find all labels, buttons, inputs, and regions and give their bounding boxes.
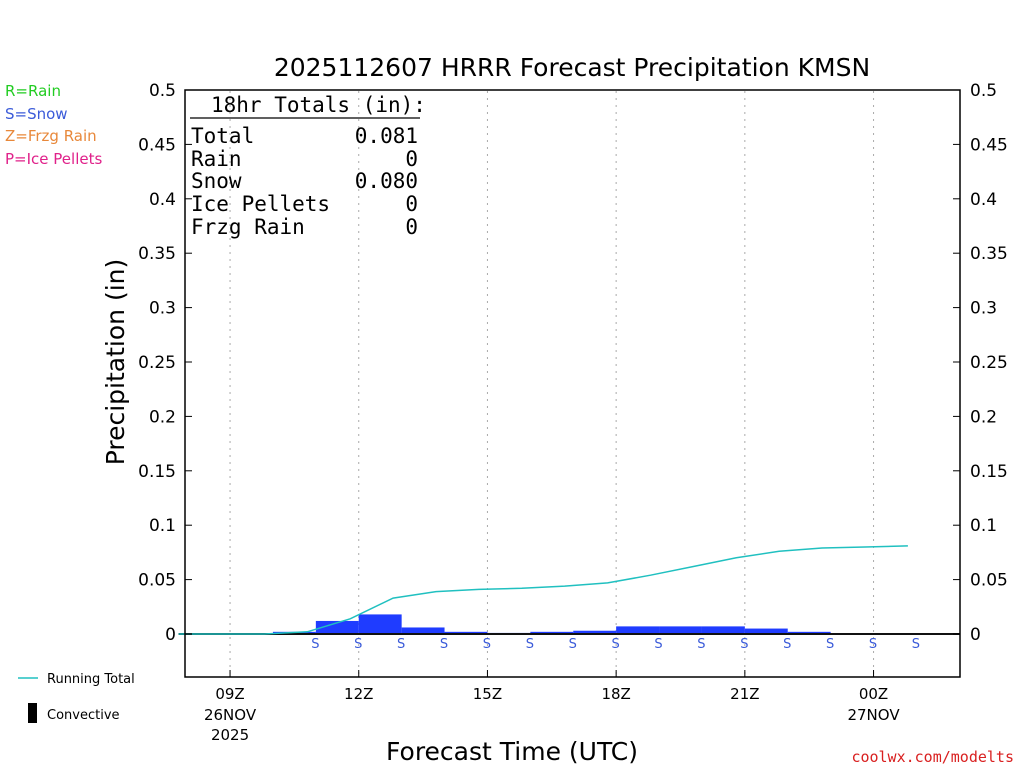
running-total-line xyxy=(178,545,908,635)
totals-frzg-rain-value: 0 xyxy=(405,215,418,239)
x-axis-label: Forecast Time (UTC) xyxy=(386,737,638,766)
totals-header: 18hr Totals (in): xyxy=(211,93,426,117)
x-tick-label: 21Z xyxy=(730,685,759,703)
credit-link[interactable]: coolwx.com/modelts xyxy=(851,748,1014,766)
y-tick-label-right: 0 xyxy=(970,625,981,645)
precip-bar xyxy=(787,631,831,634)
y-tick-label-left: 0.3 xyxy=(149,299,176,319)
precip-type-marker: S xyxy=(740,637,748,652)
precip-type-marker: S xyxy=(826,637,834,652)
x-tick-layer: 09Z 26NOV 2025 12Z 15Z 18Z 21Z 00Z 27NOV xyxy=(204,670,900,744)
precip-type-marker: S xyxy=(526,637,534,652)
y-tick-label-left: 0.25 xyxy=(138,353,176,373)
y-tick-label-left: 0.2 xyxy=(149,407,176,427)
totals-frzg-rain-label: Frzg Rain xyxy=(191,215,305,239)
y-axis-label: Precipitation (in) xyxy=(101,259,130,466)
chart-title: 2025112607 HRRR Forecast Precipitation K… xyxy=(274,53,870,82)
totals-ice-pellets-value: 0 xyxy=(405,192,418,216)
y-tick-label-left: 0.45 xyxy=(138,135,176,155)
precip-type-marker: S xyxy=(869,637,877,652)
precip-type-marker: S xyxy=(612,637,620,652)
y-tick-label-left: 0.1 xyxy=(149,516,176,536)
y-tick-label-right: 0.5 xyxy=(970,81,997,101)
precip-type-marker: S xyxy=(654,637,662,652)
x-tick-year: 2025 xyxy=(211,726,249,744)
precip-type-marker: S xyxy=(783,637,791,652)
precip-bar xyxy=(444,631,488,634)
precip-bar xyxy=(573,630,617,634)
running-total-label: Running Total xyxy=(47,672,135,687)
precip-type-legend: R=Rain S=Snow Z=Frzg Rain P=Ice Pellets xyxy=(5,82,102,168)
y-tick-label-left: 0.05 xyxy=(138,571,176,591)
totals-snow-value: 0.080 xyxy=(355,169,418,193)
totals-rain-value: 0 xyxy=(405,147,418,171)
precip-bar xyxy=(401,627,445,634)
y-tick-label-left: 0.15 xyxy=(138,462,176,482)
precip-type-marker: S xyxy=(311,637,319,652)
totals-ice-pellets-label: Ice Pellets xyxy=(191,192,330,216)
precip-type-marker: S xyxy=(440,637,448,652)
precip-bar xyxy=(701,626,745,634)
y-tick-label-left: 0.5 xyxy=(149,81,176,101)
x-tick-date: 27NOV xyxy=(847,706,900,724)
y-tick-label-right: 0.25 xyxy=(970,353,1008,373)
precip-type-marker: S xyxy=(569,637,577,652)
y-tick-label-right: 0.3 xyxy=(970,299,997,319)
convective-label: Convective xyxy=(47,708,120,723)
precip-type-marker: S xyxy=(483,637,491,652)
y-tick-label-right: 0.4 xyxy=(970,190,997,210)
grid-layer xyxy=(229,91,875,676)
x-tick-label: 00Z xyxy=(859,685,888,703)
y-tick-label-right: 0.05 xyxy=(970,571,1008,591)
plot-frame xyxy=(184,89,961,678)
y-tick-label-right: 0.15 xyxy=(970,462,1008,482)
y-tick-label-right: 0.1 xyxy=(970,516,997,536)
series-legend: Running Total Convective xyxy=(18,672,135,723)
bar-layer xyxy=(178,614,960,635)
x-tick-label: 15Z xyxy=(473,685,502,703)
x-tick-label: 12Z xyxy=(344,685,373,703)
precip-bar xyxy=(358,614,402,634)
legend-ice-pellets: P=Ice Pellets xyxy=(5,150,102,168)
precip-type-marker: S xyxy=(397,637,405,652)
precip-bar xyxy=(530,631,574,634)
precip-bar xyxy=(744,628,788,634)
precip-type-marker: S xyxy=(912,637,920,652)
totals-snow-label: Snow xyxy=(191,169,242,193)
precip-bar xyxy=(616,626,660,634)
line-layer xyxy=(178,545,908,635)
legend-freezing-rain: Z=Frzg Rain xyxy=(5,127,97,145)
precip-bar xyxy=(659,626,702,634)
precip-bar xyxy=(315,620,359,634)
totals-total-label: Total xyxy=(191,124,254,148)
totals-total-value: 0.081 xyxy=(355,124,418,148)
y-tick-label-left: 0.4 xyxy=(149,190,176,210)
x-tick-label: 18Z xyxy=(601,685,630,703)
convective-swatch xyxy=(28,703,37,723)
legend-snow: S=Snow xyxy=(5,105,68,123)
y-tick-label-left: 0.35 xyxy=(138,244,176,264)
y-tick-label-right: 0.35 xyxy=(970,244,1008,264)
totals-box: 18hr Totals (in): Total 0.081 Rain 0 Sno… xyxy=(190,93,426,239)
x-tick-label: 09Z xyxy=(215,685,244,703)
y-tick-layer: 0.5 0.5 0.45 0.45 0.4 0.4 0.35 0.35 0.3 0.3 0.25 0.… xyxy=(138,81,1008,645)
precip-type-marker: S xyxy=(354,637,362,652)
y-tick-label-right: 0.45 xyxy=(970,135,1008,155)
precip-type-marker: S xyxy=(697,637,705,652)
y-tick-label-left: 0 xyxy=(165,625,176,645)
legend-rain: R=Rain xyxy=(5,82,61,100)
y-tick-label-right: 0.2 xyxy=(970,407,997,427)
totals-rain-label: Rain xyxy=(191,147,242,171)
x-tick-date: 26NOV xyxy=(204,706,257,724)
